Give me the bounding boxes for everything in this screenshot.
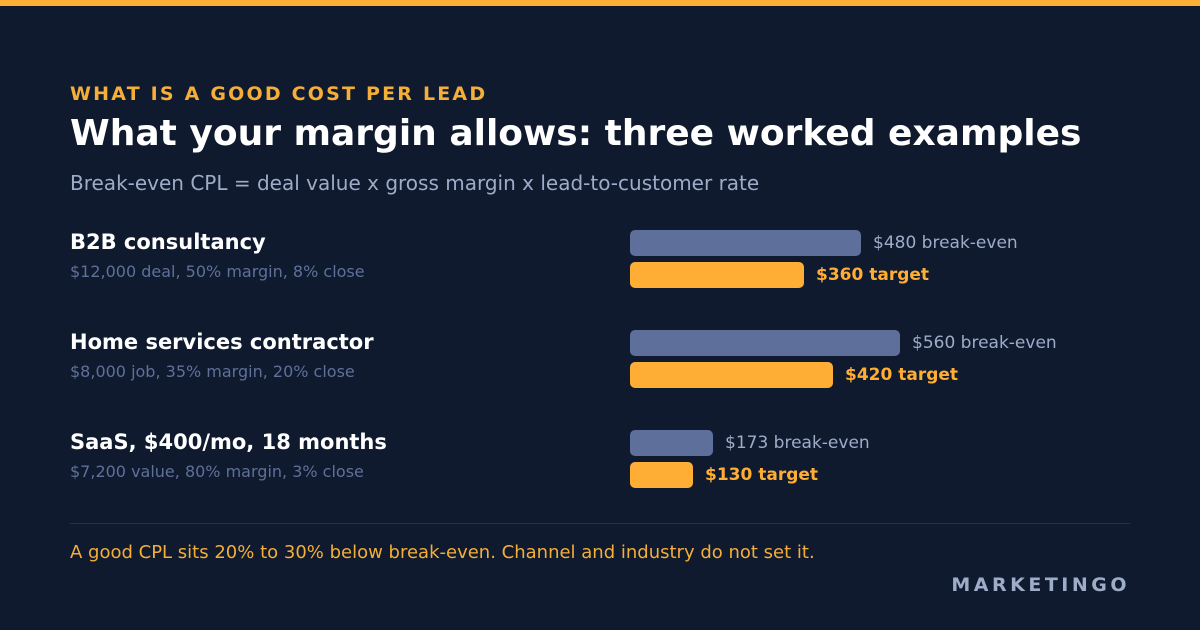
target-bar <box>630 262 804 288</box>
target-label: $420 target <box>845 365 959 385</box>
row-name: B2B consultancy <box>70 230 266 254</box>
target-bar <box>630 362 833 388</box>
chart-title: What your margin allows: three worked ex… <box>70 113 1082 154</box>
chart-subtitle: Break-even CPL = deal value x gross marg… <box>70 171 760 195</box>
target-label: $130 target <box>705 465 819 485</box>
target-label: $360 target <box>816 265 930 285</box>
break-even-label: $480 break-even <box>873 233 1018 253</box>
break-even-label: $560 break-even <box>912 333 1057 353</box>
divider <box>70 523 1130 524</box>
break-even-bar <box>630 430 713 456</box>
break-even-bar <box>630 230 861 256</box>
row-detail: $8,000 job, 35% margin, 20% close <box>70 362 355 381</box>
footer-note: A good CPL sits 20% to 30% below break-e… <box>70 542 815 563</box>
row-name: Home services contractor <box>70 330 374 354</box>
row-name: SaaS, $400/mo, 18 months <box>70 430 387 454</box>
break-even-bar <box>630 330 900 356</box>
target-bar <box>630 462 693 488</box>
top-accent-bar <box>0 0 1200 6</box>
brand-logo: MARKETINGO <box>951 574 1130 596</box>
break-even-label: $173 break-even <box>725 433 870 453</box>
row-detail: $12,000 deal, 50% margin, 8% close <box>70 262 365 281</box>
row-detail: $7,200 value, 80% margin, 3% close <box>70 462 364 481</box>
eyebrow-label: WHAT IS A GOOD COST PER LEAD <box>70 83 488 105</box>
